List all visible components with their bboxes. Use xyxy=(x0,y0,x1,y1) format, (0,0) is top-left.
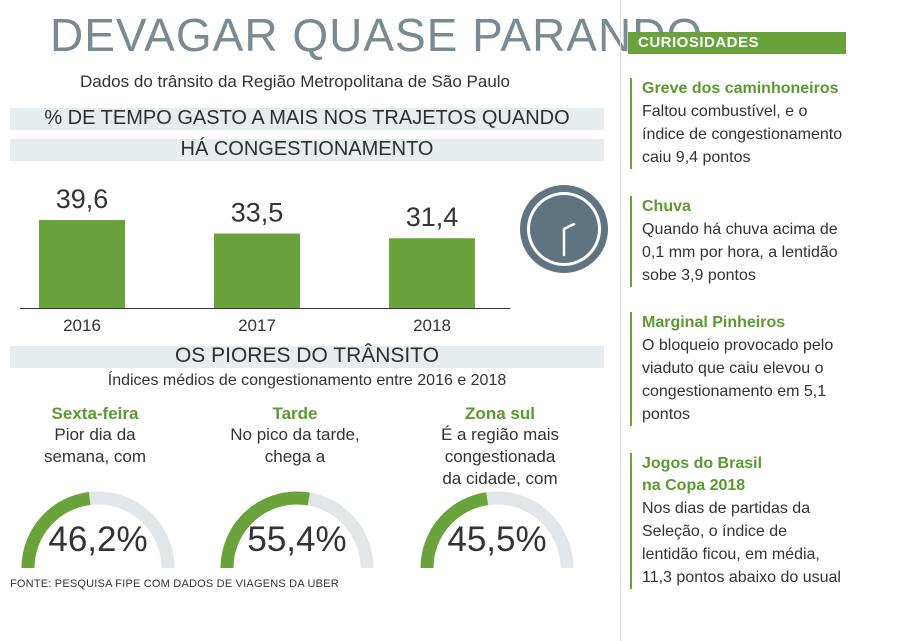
stat-head: Tarde xyxy=(272,404,318,423)
section2-band xyxy=(10,346,604,368)
stat-head: Sexta-feira xyxy=(51,404,139,423)
gauge-fill xyxy=(21,492,91,569)
stat-desc-line2: semana, com xyxy=(43,447,147,466)
curiosidade-title: Marginal Pinheiros xyxy=(642,314,786,331)
stat-head: Zona sul xyxy=(465,404,535,423)
curiosidade-line: caiu 9,4 pontos xyxy=(642,149,751,166)
gauge-fill xyxy=(220,491,310,569)
section1-band-1 xyxy=(10,108,604,130)
curiosidade-line: Nos dias de partidas da xyxy=(642,500,811,517)
gauge-tarde xyxy=(220,491,374,569)
bar-value-label: 33,5 xyxy=(231,198,284,228)
bar-category-label: 2018 xyxy=(413,316,451,335)
stat-desc-line1: É a região mais congestionada xyxy=(440,425,560,466)
curiosidade-line: congestionamento em 5,1 xyxy=(642,383,827,400)
curiosidade-line: índice de congestionamento xyxy=(642,126,843,143)
gauge-value-zona-sul: 45,5% xyxy=(447,520,547,559)
gauge-zona-sul xyxy=(420,491,574,569)
curiosidade-line: Quando há chuva acima de xyxy=(642,221,838,238)
curiosidade-line: 11,3 pontos abaixo do usual xyxy=(642,569,841,586)
curiosidade-chuva: Chuva Quando há chuva acima de 0,1 mm po… xyxy=(630,196,864,287)
bar-category-label: 2016 xyxy=(63,316,101,335)
section2-subtitle: Índices médios de congestionamento entre… xyxy=(107,372,507,389)
stat-tarde: Tarde No pico da tarde, chega a xyxy=(200,404,390,468)
stat-sexta-feira: Sexta-feira Pior dia da semana, com xyxy=(0,404,190,468)
stat-desc-line1: Pior dia da xyxy=(54,425,136,444)
section1-title-line1: % DE TEMPO GASTO A MAIS NOS TRAJETOS QUA… xyxy=(44,107,570,129)
gauge-value-sexta-feira: 46,2% xyxy=(48,520,148,559)
section1-band-2 xyxy=(10,139,604,161)
curiosidade-line: sobe 3,9 pontos xyxy=(642,267,756,284)
gauge-fill xyxy=(420,492,489,569)
curiosidade-line: Faltou combustível, e o xyxy=(642,103,808,120)
curiosidade-marginal: Marginal Pinheiros O bloqueio provocado … xyxy=(630,312,864,426)
curiosidades-header: CURIOSIDADES xyxy=(628,32,846,54)
stat-desc-line2: chega a xyxy=(264,447,326,466)
curiosidade-title: Chuva xyxy=(642,198,691,215)
curiosidade-line: pontos xyxy=(642,406,691,423)
gauge-sexta-feira xyxy=(21,491,175,569)
curiosidade-line: lentidão ficou, em média, xyxy=(642,546,820,563)
curiosidade-greve: Greve dos caminhoneiros Faltou combustív… xyxy=(630,78,864,169)
bar-value-label: 31,4 xyxy=(406,202,459,232)
curiosidade-copa: Jogos do Brasil na Copa 2018 Nos dias de… xyxy=(630,453,864,589)
section2-title: OS PIORES DO TRÂNSITO xyxy=(174,344,440,367)
page-subtitle: Dados do trânsito da Região Metropolitan… xyxy=(80,72,511,91)
source-note: FONTE: PESQUISA FIPE COM DADOS DE VIAGEN… xyxy=(10,578,339,590)
bar-value-label: 39,6 xyxy=(56,184,109,214)
stat-desc-line1: No pico da tarde, xyxy=(230,425,360,444)
curiosidade-line: Seleção, o índice de xyxy=(642,523,787,540)
section1-title-line2: HÁ CONGESTIONAMENTO xyxy=(180,138,434,160)
column-divider xyxy=(620,0,621,641)
page-title: DEVAGAR QUASE PARANDO xyxy=(50,9,704,61)
curiosidade-title: Greve dos caminhoneiros xyxy=(642,80,839,97)
clock-icon xyxy=(520,185,608,273)
bar-category-label: 2017 xyxy=(238,316,276,335)
stat-desc-line2: da cidade, com xyxy=(442,469,558,488)
gauge-value-tarde: 55,4% xyxy=(247,520,347,559)
curiosidade-line: viaduto que caiu elevou o xyxy=(642,360,824,377)
stat-zona-sul: Zona sul É a região mais congestionada d… xyxy=(390,404,610,490)
bar-2016 xyxy=(39,220,125,308)
bar-chart: 39,6 2016 33,5 2017 31,4 2018 xyxy=(20,184,510,335)
curiosidade-title-line2: na Copa 2018 xyxy=(642,477,746,494)
curiosidade-title: Jogos do Brasil xyxy=(642,455,763,472)
curiosidade-line: O bloqueio provocado pelo xyxy=(642,337,834,354)
curiosidade-line: 0,1 mm por hora, a lentidão xyxy=(642,244,838,261)
bar-2017 xyxy=(214,233,300,308)
bar-2018 xyxy=(389,238,475,308)
